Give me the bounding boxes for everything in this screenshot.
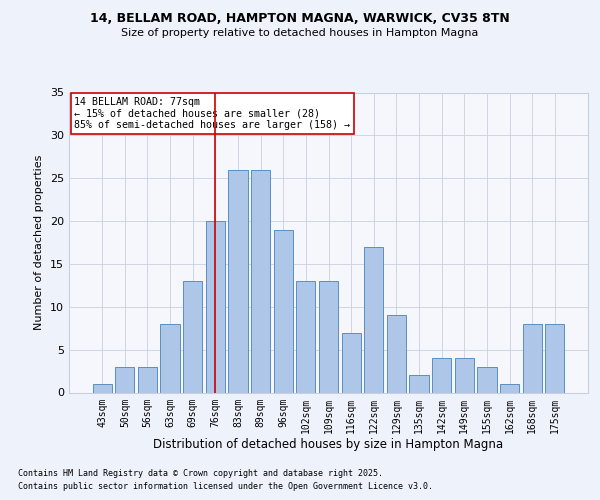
Bar bbox=[387, 316, 406, 392]
Text: Contains public sector information licensed under the Open Government Licence v3: Contains public sector information licen… bbox=[18, 482, 433, 491]
Bar bbox=[296, 281, 316, 392]
X-axis label: Distribution of detached houses by size in Hampton Magna: Distribution of detached houses by size … bbox=[154, 438, 503, 451]
Bar bbox=[160, 324, 180, 392]
Bar bbox=[274, 230, 293, 392]
Bar bbox=[251, 170, 270, 392]
Bar bbox=[319, 281, 338, 392]
Text: 14 BELLAM ROAD: 77sqm
← 15% of detached houses are smaller (28)
85% of semi-deta: 14 BELLAM ROAD: 77sqm ← 15% of detached … bbox=[74, 97, 350, 130]
Bar bbox=[432, 358, 451, 392]
Bar bbox=[364, 247, 383, 392]
Bar bbox=[409, 376, 428, 392]
Bar bbox=[183, 281, 202, 392]
Bar bbox=[115, 367, 134, 392]
Bar bbox=[523, 324, 542, 392]
Bar bbox=[92, 384, 112, 392]
Text: 14, BELLAM ROAD, HAMPTON MAGNA, WARWICK, CV35 8TN: 14, BELLAM ROAD, HAMPTON MAGNA, WARWICK,… bbox=[90, 12, 510, 26]
Text: Size of property relative to detached houses in Hampton Magna: Size of property relative to detached ho… bbox=[121, 28, 479, 38]
Bar bbox=[477, 367, 497, 392]
Bar bbox=[206, 221, 225, 392]
Y-axis label: Number of detached properties: Number of detached properties bbox=[34, 155, 44, 330]
Text: Contains HM Land Registry data © Crown copyright and database right 2025.: Contains HM Land Registry data © Crown c… bbox=[18, 468, 383, 477]
Bar bbox=[455, 358, 474, 392]
Bar bbox=[341, 332, 361, 392]
Bar bbox=[138, 367, 157, 392]
Bar bbox=[545, 324, 565, 392]
Bar bbox=[500, 384, 519, 392]
Bar bbox=[229, 170, 248, 392]
